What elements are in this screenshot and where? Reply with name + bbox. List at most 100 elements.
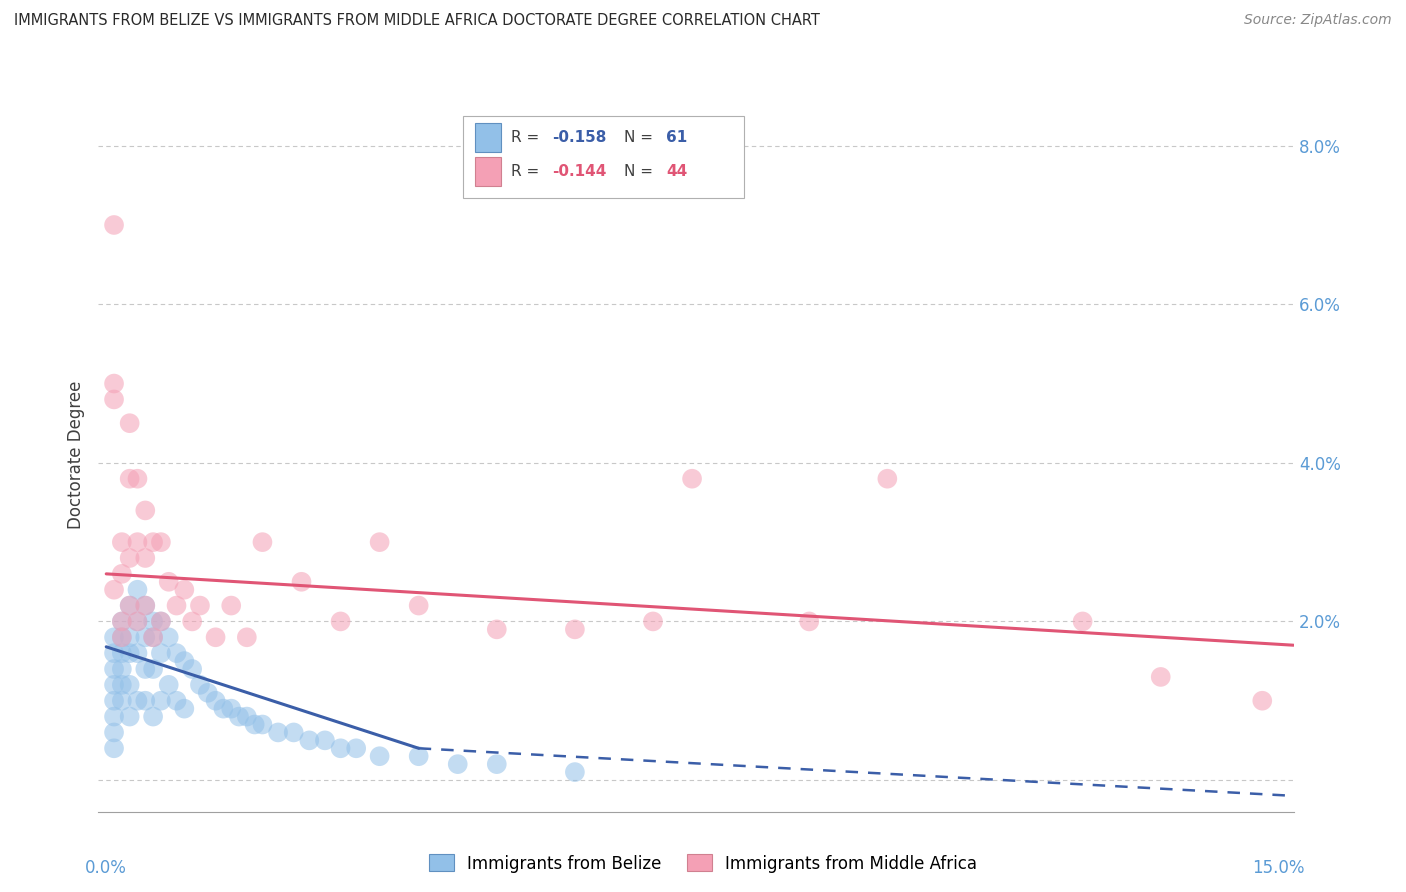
Point [1251,694,1274,708]
Point [103,582,125,597]
Point [564,765,586,780]
Point [111,630,134,644]
Point [267,725,290,739]
Point [134,630,156,644]
Point [111,662,134,676]
Text: N =: N = [624,130,658,145]
Point [134,599,156,613]
Point [149,615,172,629]
Point [118,551,141,566]
Point [118,678,141,692]
Point [173,582,195,597]
Point [157,630,180,644]
Point [329,741,352,756]
Point [149,615,172,629]
Point [111,646,134,660]
Point [149,535,172,549]
Point [127,582,149,597]
Point [181,615,204,629]
Point [118,709,141,723]
Text: 15.0%: 15.0% [1251,859,1305,878]
Point [236,630,259,644]
Point [408,599,430,613]
Point [118,472,141,486]
Point [103,630,125,644]
Point [485,757,508,772]
Point [236,709,259,723]
Point [127,472,149,486]
FancyBboxPatch shape [475,123,501,152]
Point [103,376,125,391]
Text: -0.158: -0.158 [553,130,607,145]
FancyBboxPatch shape [475,157,501,186]
Point [111,615,134,629]
Point [166,599,188,613]
Point [447,757,470,772]
Point [103,678,125,692]
Point [127,615,149,629]
Point [142,615,165,629]
Point [103,646,125,660]
Point [118,416,141,430]
Point [243,717,266,731]
Point [368,535,391,549]
Point [127,535,149,549]
Text: R =: R = [510,164,544,179]
Point [283,725,305,739]
Point [149,646,172,660]
Text: IMMIGRANTS FROM BELIZE VS IMMIGRANTS FROM MIDDLE AFRICA DOCTORATE DEGREE CORRELA: IMMIGRANTS FROM BELIZE VS IMMIGRANTS FRO… [14,13,820,29]
Text: 44: 44 [666,164,688,179]
Point [149,694,172,708]
Text: Source: ZipAtlas.com: Source: ZipAtlas.com [1244,13,1392,28]
Point [142,630,165,644]
Point [127,694,149,708]
Point [219,701,242,715]
Point [157,678,180,692]
Point [252,535,274,549]
Text: 61: 61 [666,130,688,145]
Point [111,566,134,581]
Point [111,615,134,629]
Point [314,733,336,747]
Point [197,686,219,700]
Point [127,615,149,629]
Point [103,709,125,723]
Point [111,694,134,708]
Text: N =: N = [624,164,658,179]
Point [212,701,235,715]
Point [103,662,125,676]
Point [485,623,508,637]
Point [344,741,367,756]
Point [134,694,156,708]
Y-axis label: Doctorate Degree: Doctorate Degree [67,381,86,529]
Point [298,733,321,747]
Point [118,646,141,660]
Point [1071,615,1094,629]
Point [127,646,149,660]
Point [118,630,141,644]
Point [188,599,211,613]
FancyBboxPatch shape [463,116,744,198]
Point [204,694,226,708]
Point [166,694,188,708]
Point [134,551,156,566]
Point [290,574,312,589]
Point [219,599,242,613]
Point [252,717,274,731]
Point [564,623,586,637]
Text: -0.144: -0.144 [553,164,607,179]
Point [641,615,664,629]
Point [118,599,141,613]
Point [681,472,703,486]
Point [1150,670,1173,684]
Point [173,654,195,668]
Text: 0.0%: 0.0% [86,859,127,878]
Point [166,646,188,660]
Point [142,709,165,723]
Point [876,472,898,486]
Point [103,392,125,407]
Point [408,749,430,764]
Point [111,630,134,644]
Point [103,741,125,756]
Point [157,574,180,589]
